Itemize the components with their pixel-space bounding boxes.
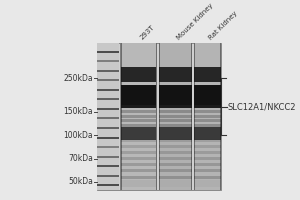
- Bar: [121, 119, 156, 122]
- Bar: [194, 139, 221, 142]
- Bar: [159, 180, 192, 187]
- Bar: [121, 176, 156, 179]
- Bar: [121, 115, 156, 118]
- Bar: [121, 85, 156, 108]
- Bar: [98, 43, 221, 190]
- Bar: [159, 151, 192, 154]
- Bar: [120, 43, 157, 190]
- Bar: [191, 43, 192, 190]
- Text: 70kDa: 70kDa: [68, 154, 93, 163]
- Text: Rat Kidney: Rat Kidney: [208, 10, 239, 41]
- Bar: [194, 180, 221, 187]
- Bar: [194, 67, 221, 82]
- Bar: [159, 169, 192, 172]
- Bar: [121, 151, 156, 154]
- Bar: [121, 145, 156, 148]
- Bar: [159, 139, 192, 142]
- Bar: [121, 110, 156, 113]
- Bar: [194, 157, 221, 160]
- Text: 293T: 293T: [139, 24, 155, 41]
- Bar: [194, 119, 221, 122]
- Bar: [194, 176, 221, 179]
- Text: 150kDa: 150kDa: [63, 107, 93, 116]
- Bar: [159, 43, 192, 190]
- Bar: [159, 124, 192, 127]
- Bar: [121, 163, 156, 166]
- Bar: [159, 85, 192, 108]
- Bar: [194, 151, 221, 154]
- Bar: [159, 157, 192, 160]
- Bar: [121, 124, 156, 127]
- Bar: [194, 127, 221, 140]
- Bar: [121, 180, 156, 187]
- Bar: [194, 169, 221, 172]
- Bar: [121, 105, 156, 108]
- Bar: [121, 67, 156, 82]
- Bar: [159, 67, 192, 82]
- Bar: [159, 127, 192, 140]
- Text: 100kDa: 100kDa: [63, 131, 93, 140]
- Bar: [220, 43, 221, 190]
- Bar: [194, 115, 221, 118]
- Text: 250kDa: 250kDa: [63, 74, 93, 83]
- Bar: [159, 110, 192, 113]
- Bar: [194, 43, 221, 190]
- Text: 50kDa: 50kDa: [68, 177, 93, 186]
- Text: Mouse Kidney: Mouse Kidney: [176, 2, 214, 41]
- Bar: [121, 169, 156, 172]
- Bar: [194, 85, 221, 108]
- Bar: [159, 163, 192, 166]
- Bar: [194, 145, 221, 148]
- Text: SLC12A1/NKCC2: SLC12A1/NKCC2: [228, 102, 296, 111]
- Bar: [121, 127, 156, 140]
- Bar: [159, 176, 192, 179]
- Bar: [159, 43, 160, 190]
- Bar: [159, 145, 192, 148]
- Bar: [98, 43, 119, 190]
- Bar: [121, 139, 156, 142]
- Bar: [194, 163, 221, 166]
- Bar: [159, 105, 192, 108]
- Bar: [194, 110, 221, 113]
- Bar: [194, 105, 221, 108]
- Bar: [156, 43, 157, 190]
- Bar: [120, 43, 122, 190]
- Bar: [194, 43, 195, 190]
- Bar: [159, 115, 192, 118]
- Bar: [121, 157, 156, 160]
- Bar: [159, 119, 192, 122]
- Bar: [194, 124, 221, 127]
